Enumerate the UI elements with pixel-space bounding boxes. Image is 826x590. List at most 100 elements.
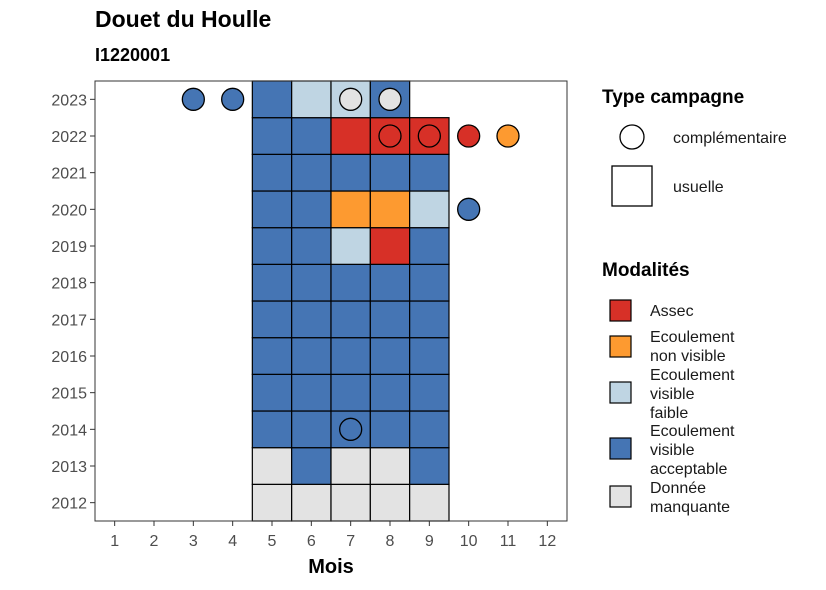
- cell-2015-8: [369, 373, 411, 412]
- cell-2015-7: [330, 373, 371, 412]
- cell-2018-9: [409, 263, 450, 302]
- x-tick-label: 7: [346, 533, 355, 550]
- cell-2015-9: [409, 373, 450, 412]
- cell-2012-8: [369, 483, 411, 522]
- cell-2022-5: [251, 117, 293, 155]
- x-axis-label: Mois: [308, 556, 354, 578]
- legend-modalites: Assec Ecoulement non visible Ecoulement visi…: [609, 299, 735, 516]
- point-2022-8: [378, 124, 402, 148]
- x-tick-label: 2: [150, 533, 159, 550]
- point-2022-9: [417, 124, 441, 148]
- cell-2012-7: [330, 483, 371, 522]
- legend-label-line: visible: [650, 386, 695, 403]
- legend-label-line: visible: [650, 442, 695, 459]
- cell-2014-8: [369, 410, 411, 449]
- cell-2018-5: [251, 263, 293, 302]
- cell-2016-8: [369, 337, 411, 375]
- cell-2023-6: [291, 80, 332, 119]
- cell-2016-5: [251, 337, 293, 375]
- cell-2019-5: [251, 227, 293, 265]
- cell-2020-5: [251, 190, 293, 229]
- cell-2013-5: [251, 447, 293, 485]
- y-tick-label: 2022: [51, 129, 87, 146]
- cell-2023-5: [251, 80, 293, 119]
- cell-2014-5: [251, 410, 293, 449]
- cell-2012-9: [409, 483, 450, 522]
- x-tick-label: 5: [268, 533, 277, 550]
- cell-2017-5: [251, 300, 293, 339]
- cell-2013-7: [330, 447, 371, 485]
- legend-label-line: acceptable: [650, 461, 727, 478]
- cell-2018-6: [291, 263, 332, 302]
- legend-label-complementaire: complémentaire: [673, 130, 787, 147]
- cell-2020-6: [291, 190, 332, 229]
- cell-2020-7: [330, 190, 371, 229]
- point-2022-10: [457, 124, 481, 148]
- legend-type-title: Type campagne: [602, 87, 745, 108]
- cell-2022-7: [330, 117, 371, 155]
- legend-key-1: [609, 335, 632, 358]
- cell-2012-5: [251, 483, 293, 522]
- cell-2021-9: [409, 153, 450, 192]
- y-axis: 2012 2013 2014 2015 2016 2017 2018 2019 2020 2021…: [51, 92, 95, 513]
- cell-2012-6: [291, 483, 332, 522]
- x-tick-label: 4: [228, 533, 237, 550]
- legend-key-2: [609, 381, 632, 404]
- y-tick-label: 2018: [51, 276, 87, 293]
- x-tick-label: 1: [110, 533, 119, 550]
- x-tick-label: 11: [500, 533, 517, 550]
- x-axis: 1 2 3 4 5 6 7 8 9 10 11 12: [110, 521, 556, 550]
- cell-2021-8: [369, 153, 411, 192]
- cell-2019-8: [369, 227, 411, 265]
- point-2023-8: [378, 87, 402, 111]
- x-tick-label: 12: [538, 533, 556, 550]
- cell-2020-8: [369, 190, 411, 229]
- legend-key-3: [609, 437, 632, 460]
- cell-2021-5: [251, 153, 293, 192]
- y-tick-label: 2014: [51, 422, 87, 439]
- cell-2014-6: [291, 410, 332, 449]
- legend-circle-key: [619, 124, 645, 150]
- cell-2016-7: [330, 337, 371, 375]
- x-tick-label: 8: [386, 533, 395, 550]
- point-2023-4: [221, 87, 245, 111]
- cell-2014-9: [409, 410, 450, 449]
- y-tick-label: 2019: [51, 239, 87, 256]
- y-tick-label: 2021: [51, 166, 87, 183]
- complementary-points: [181, 87, 520, 441]
- cell-2018-8: [369, 263, 411, 302]
- cell-2017-8: [369, 300, 411, 339]
- x-tick-label: 6: [307, 533, 316, 550]
- y-tick-label: 2023: [51, 92, 87, 109]
- point-2023-3: [181, 87, 205, 111]
- cell-2019-9: [409, 227, 450, 265]
- cell-2017-9: [409, 300, 450, 339]
- x-tick-label: 9: [425, 533, 434, 550]
- cell-2019-7: [330, 227, 371, 265]
- point-2014-7: [339, 417, 363, 441]
- legend-label-line: manquante: [650, 499, 730, 516]
- cell-2013-6: [291, 447, 332, 485]
- cell-2022-6: [291, 117, 332, 155]
- y-tick-label: 2015: [51, 386, 87, 403]
- point-2022-11: [496, 124, 520, 148]
- legend-label-line: Ecoulement: [650, 423, 735, 440]
- legend-label-line: Ecoulement: [650, 329, 735, 346]
- cell-2016-9: [409, 337, 450, 375]
- legend-label-usuelle: usuelle: [673, 179, 724, 196]
- point-2023-7: [339, 87, 363, 111]
- cell-2015-5: [251, 373, 293, 412]
- cell-2017-6: [291, 300, 332, 339]
- chart-subtitle: I1220001: [95, 45, 171, 65]
- x-tick-label: 3: [189, 533, 198, 550]
- legend-label-line: Donnée: [650, 480, 706, 497]
- legend-label-line: faible: [650, 405, 688, 422]
- panel-border: [94, 80, 568, 522]
- y-tick-label: 2012: [51, 496, 87, 513]
- cell-2018-7: [330, 263, 371, 302]
- legend-key-0: [609, 299, 632, 322]
- legend-label-line: Ecoulement: [650, 367, 735, 384]
- cell-2013-9: [409, 447, 450, 485]
- y-tick-label: 2020: [51, 202, 87, 219]
